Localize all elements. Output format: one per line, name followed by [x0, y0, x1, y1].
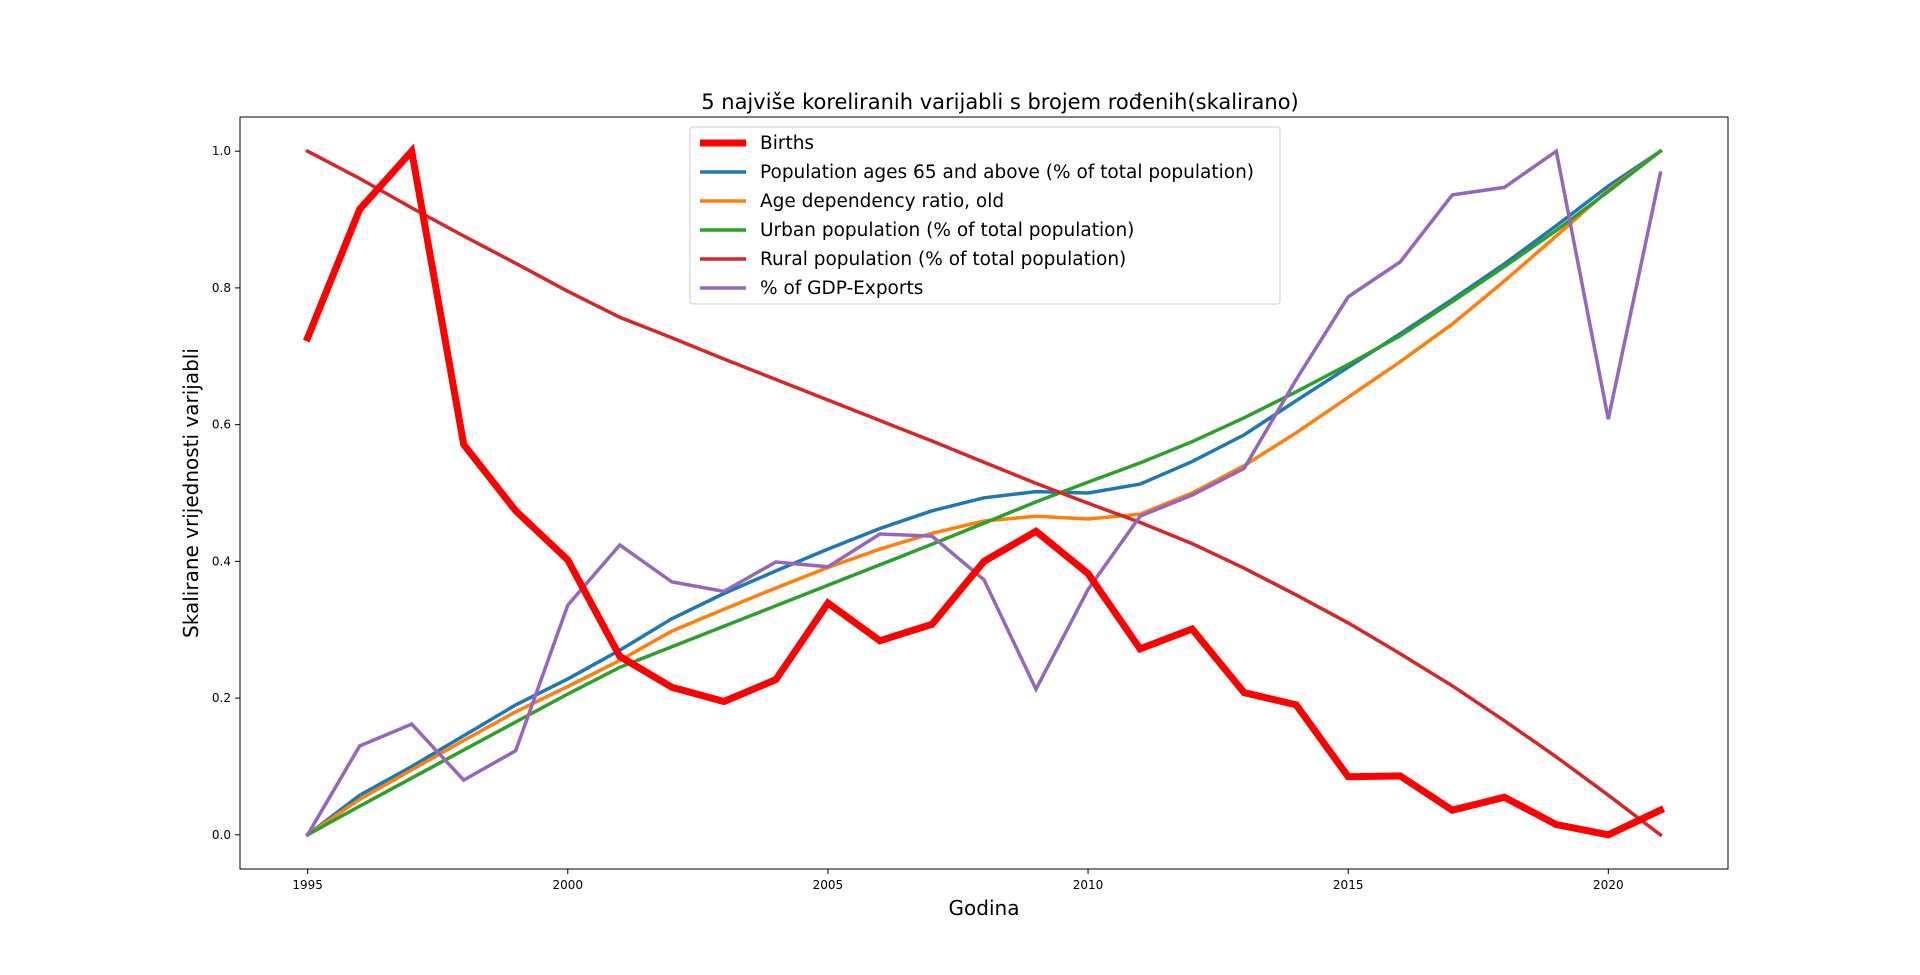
legend-label: % of GDP-Exports: [760, 278, 923, 299]
y-tick-label: 0.8: [212, 281, 231, 295]
series-line-5: [305, 148, 1663, 838]
legend-label: Population ages 65 and above (% of total…: [760, 162, 1254, 183]
chart-title: 5 najviše koreliranih varijabli s brojem…: [701, 90, 1299, 114]
legend-frame: [689, 126, 1281, 305]
x-axis-label: Godina: [949, 896, 1020, 920]
x-tick-label: 2000: [553, 878, 584, 892]
y-tick-label: 0.2: [212, 691, 231, 705]
series-line-3: [305, 148, 1663, 838]
y-tick-label: 0.4: [212, 554, 231, 568]
plot-frame: [239, 116, 1729, 870]
plot-area: 1995 2000 2005 2010 2015 2020 0.0 0.2 0.4 0.6 0.8…: [212, 116, 1729, 892]
legend-label: Rural population (% of total population): [760, 249, 1126, 270]
series-line-1: [305, 148, 1663, 838]
x-tick-label: 1995: [292, 878, 323, 892]
y-tick-label: 1.0: [212, 144, 231, 158]
legend: Births Population ages 65 and above (% of…: [689, 126, 1281, 305]
series-line-0: [303, 143, 1666, 839]
y-axis-label: Skalirane vrijednosti varijabli: [179, 348, 203, 638]
legend-label: Births: [760, 133, 814, 154]
y-tick-label: 0.0: [212, 828, 231, 842]
series-line-4: [305, 148, 1663, 838]
series-lines: [303, 143, 1666, 839]
legend-label: Age dependency ratio, old: [760, 191, 1004, 212]
x-axis: 1995 2000 2005 2010 2015 2020: [292, 869, 1624, 892]
legend-label: Urban population (% of total population): [760, 220, 1134, 241]
x-tick-label: 2015: [1333, 878, 1364, 892]
y-tick-label: 0.6: [212, 418, 231, 432]
x-tick-label: 2010: [1073, 878, 1104, 892]
x-tick-label: 2005: [813, 878, 844, 892]
x-tick-label: 2020: [1593, 878, 1624, 892]
y-axis: 0.0 0.2 0.4 0.6 0.8 1.0: [212, 144, 240, 842]
